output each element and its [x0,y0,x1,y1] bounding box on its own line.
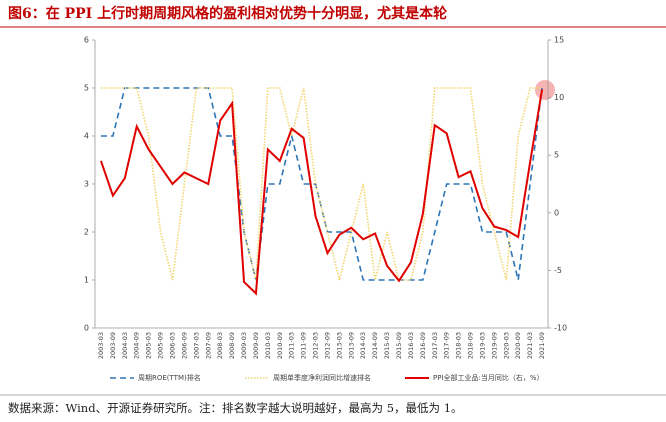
y-tick-label: 1 [84,276,89,285]
y2-tick-label: 0 [554,208,559,217]
x-tick-label: 2005-03 [145,332,153,359]
x-tick-label: 2015-03 [383,332,391,359]
source: 数据来源：Wind、开源证券研究所。注：排名数字越大说明越好，最高为 5，最低为… [8,401,463,415]
x-tick-label: 2004-03 [121,332,129,359]
y-tick-label: 0 [84,324,89,333]
x-tick-label: 2007-03 [192,332,200,359]
x-tick-label: 2018-09 [467,332,475,359]
x-tick-label: 2015-09 [395,332,403,359]
legend-label: PPI全部工业品:当月同比（右，%） [433,373,544,382]
x-tick-label: 2021-09 [538,332,546,359]
y-tick-label: 6 [84,36,89,45]
series-line [100,87,543,281]
x-tick-label: 2017-09 [443,332,451,359]
y2-tick-label: 10 [554,93,564,102]
x-tick-label: 2020-09 [514,332,522,359]
chart-title: 图6：在 PPI 上行时期周期风格的盈利相对优势十分明显，尤其是本轮 [8,5,447,22]
x-tick-label: 2014-09 [371,332,379,359]
x-tick-label: 2008-09 [228,332,236,359]
x-tick-label: 2009-03 [240,332,248,359]
x-tick-label: 2012-09 [323,332,331,359]
legend-label: 周期单季度净利润同比增速排名 [273,373,371,382]
x-tick-label: 2013-09 [347,332,355,359]
x-tick-label: 2018-03 [455,332,463,359]
y2-tick-label: 5 [554,151,559,160]
x-tick-label: 2004-09 [133,332,141,359]
highlight [535,80,555,100]
x-tick-label: 2003-03 [97,332,105,359]
x-tick-label: 2007-09 [204,332,212,359]
y-tick-label: 3 [84,180,89,189]
x-tick-label: 2005-09 [157,332,165,359]
x-tick-label: 2011-03 [288,332,296,359]
y-tick-label: 2 [84,228,89,237]
x-tick-label: 2009-09 [252,332,260,359]
x-tick-label: 2016-03 [407,332,415,359]
y2-tick-label: 15 [554,36,564,45]
y2-tick-label: -5 [554,266,562,275]
x-tick-label: 2019-03 [478,332,486,359]
x-tick-label: 2003-09 [109,332,117,359]
x-tick-label: 2012-03 [312,332,320,359]
y-tick-label: 4 [84,132,89,141]
x-tick-label: 2020-03 [502,332,510,359]
y2-tick-label: -10 [554,324,567,333]
x-tick-label: 2014-03 [359,332,367,359]
series-line [100,89,544,296]
y-tick-label: 5 [84,84,89,93]
x-tick-label: 2021-03 [526,332,534,359]
x-tick-label: 2016-09 [419,332,427,359]
x-tick-label: 2010-03 [264,332,272,359]
x-tick-label: 2019-09 [490,332,498,359]
x-tick-label: 2010-09 [276,332,284,359]
x-tick-label: 2013-03 [335,332,343,359]
x-tick-label: 2011-09 [300,332,308,359]
legend-label: 周期ROE(TTM)排名 [138,373,201,382]
series-line [100,87,543,281]
x-tick-label: 2006-09 [180,332,188,359]
x-tick-label: 2006-03 [168,332,176,359]
x-tick-label: 2008-03 [216,332,224,359]
x-tick-label: 2017-03 [431,332,439,359]
